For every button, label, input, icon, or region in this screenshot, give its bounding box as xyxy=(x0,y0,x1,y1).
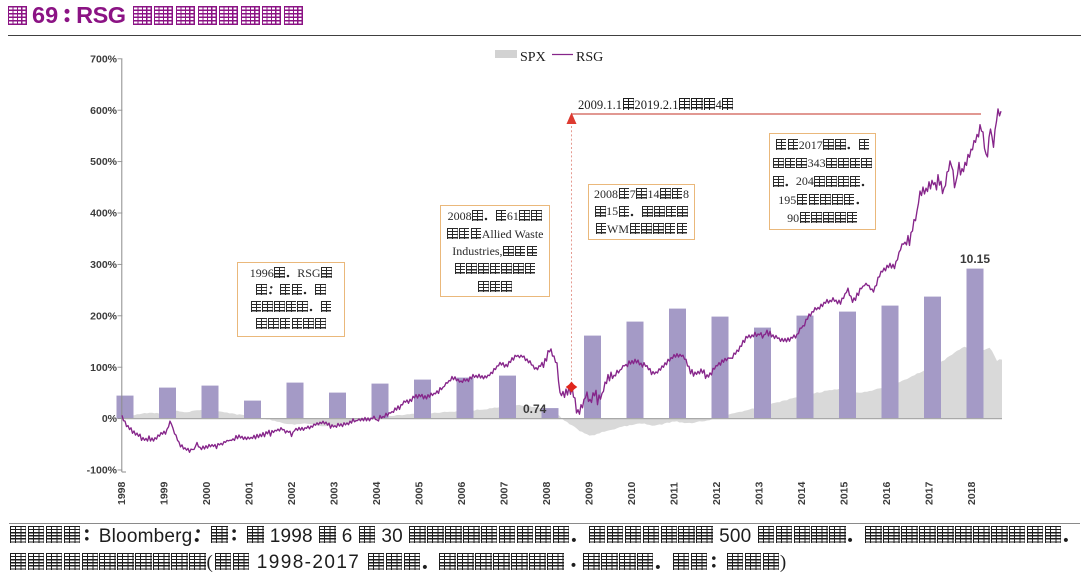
svg-text:2004: 2004 xyxy=(371,481,383,505)
svg-text:0%: 0% xyxy=(102,413,118,425)
svg-text:700%: 700% xyxy=(90,53,118,65)
svg-text:600%: 600% xyxy=(90,105,118,117)
svg-text:1999: 1999 xyxy=(159,481,171,505)
svg-text:400%: 400% xyxy=(90,208,118,220)
svg-text:2011: 2011 xyxy=(669,482,681,505)
svg-text:0.74: 0.74 xyxy=(523,402,547,416)
svg-text:2009: 2009 xyxy=(584,481,596,505)
svg-text:2010: 2010 xyxy=(626,481,638,505)
svg-text:2013: 2013 xyxy=(754,481,766,505)
svg-text:10.15: 10.15 xyxy=(960,252,990,266)
svg-text:2007: 2007 xyxy=(499,481,511,505)
svg-text:2018: 2018 xyxy=(966,481,978,505)
svg-text:1998: 1998 xyxy=(116,481,128,505)
svg-text:2014: 2014 xyxy=(796,481,808,505)
svg-text:200%: 200% xyxy=(90,310,118,322)
svg-text:300%: 300% xyxy=(90,259,118,271)
svg-text:2003: 2003 xyxy=(329,481,341,505)
svg-text:2002: 2002 xyxy=(286,481,298,505)
svg-text:2016: 2016 xyxy=(881,481,893,505)
svg-text:2015: 2015 xyxy=(839,481,851,505)
svg-text:2005: 2005 xyxy=(414,481,426,505)
svg-text:2017: 2017 xyxy=(924,481,936,505)
svg-text:500%: 500% xyxy=(90,156,118,168)
svg-text:SPX: SPX xyxy=(520,50,546,65)
svg-text:2012: 2012 xyxy=(711,481,723,505)
svg-text:2000: 2000 xyxy=(201,481,213,505)
svg-text:2006: 2006 xyxy=(456,481,468,505)
svg-text:RSG: RSG xyxy=(576,50,603,65)
svg-text:100%: 100% xyxy=(90,362,118,374)
svg-text:2008: 2008 xyxy=(541,481,553,505)
svg-text:2001: 2001 xyxy=(244,481,256,505)
svg-text:-100%: -100% xyxy=(87,465,118,477)
